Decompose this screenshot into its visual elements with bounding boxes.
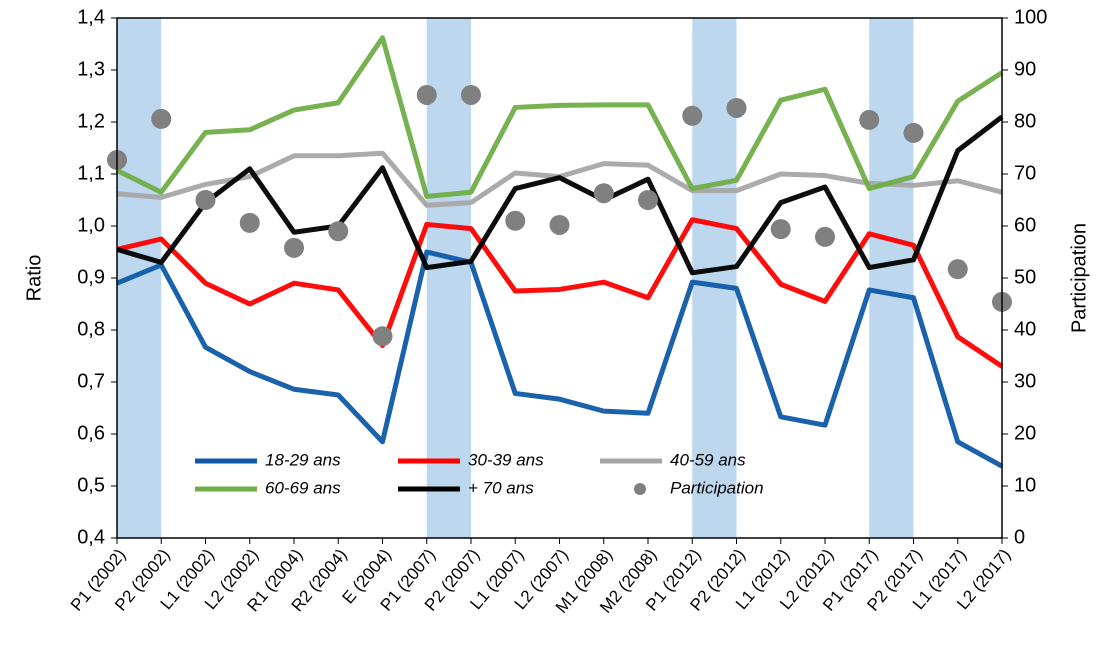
y-tick-label: 0,9	[77, 266, 105, 288]
participation-dot	[726, 97, 747, 118]
series-line	[115, 35, 1004, 199]
y-tick-label: 0,5	[77, 474, 105, 496]
series-line	[116, 217, 1004, 369]
highlight-band	[426, 18, 471, 538]
y-tick-label: 1,2	[77, 110, 105, 132]
y-tick-label: 1,4	[77, 6, 105, 28]
participation-dot	[947, 259, 968, 280]
y2-tick-label: 30	[1014, 370, 1036, 392]
y2-tick-label: 70	[1014, 162, 1036, 184]
participation-dot	[549, 214, 570, 235]
y-tick-label: 1,0	[77, 214, 105, 236]
y2-tick-label: 50	[1014, 266, 1036, 288]
y2-tick-label: 40	[1014, 318, 1036, 340]
y2-tick-label: 0	[1014, 526, 1025, 548]
participation-dot	[903, 122, 924, 143]
y2-axis-title: Participation	[1068, 223, 1090, 333]
y-tick-label: 0,7	[77, 370, 105, 392]
participation-dot	[682, 105, 703, 126]
y2-tick-label: 60	[1014, 214, 1036, 236]
legend-label: Participation	[670, 478, 764, 497]
series-line	[116, 114, 1004, 276]
y-tick-label: 0,6	[77, 422, 105, 444]
y-tick-label: 1,3	[77, 58, 105, 80]
legend-label: 60-69 ans	[265, 478, 341, 497]
highlight-band	[869, 18, 914, 538]
y-tick-label: 0,4	[77, 526, 105, 548]
participation-dot	[505, 210, 526, 231]
y-tick-label: 0,8	[77, 318, 105, 340]
legend-marker	[634, 483, 646, 495]
participation-dot	[461, 84, 481, 105]
participation-dot	[372, 326, 393, 347]
participation-dot	[593, 183, 614, 204]
legend-label: 18-29 ans	[265, 450, 341, 469]
y2-tick-label: 20	[1014, 422, 1036, 444]
participation-dot	[239, 212, 260, 233]
legend-label: + 70 ans	[468, 478, 534, 497]
participation-dot	[416, 84, 437, 105]
y2-tick-label: 80	[1014, 110, 1036, 132]
participation-dot	[859, 109, 880, 130]
legend-label: 30-39 ans	[468, 450, 544, 469]
participation-dot	[815, 226, 835, 247]
participation-dot	[770, 219, 791, 240]
y-tick-label: 1,1	[77, 162, 105, 184]
participation-dot	[284, 237, 304, 258]
y2-tick-label: 10	[1014, 474, 1036, 496]
y-axis-title: Ratio	[23, 255, 45, 302]
plot-frame	[116, 17, 1003, 539]
participation-dot	[195, 190, 216, 210]
y2-tick-label: 90	[1014, 58, 1036, 80]
legend-label: 40-59 ans	[670, 450, 746, 469]
participation-dot	[638, 190, 658, 210]
y2-tick-label: 100	[1014, 6, 1047, 28]
participation-dot	[328, 221, 349, 242]
participation-dot	[151, 108, 172, 129]
series-line	[116, 249, 1004, 469]
